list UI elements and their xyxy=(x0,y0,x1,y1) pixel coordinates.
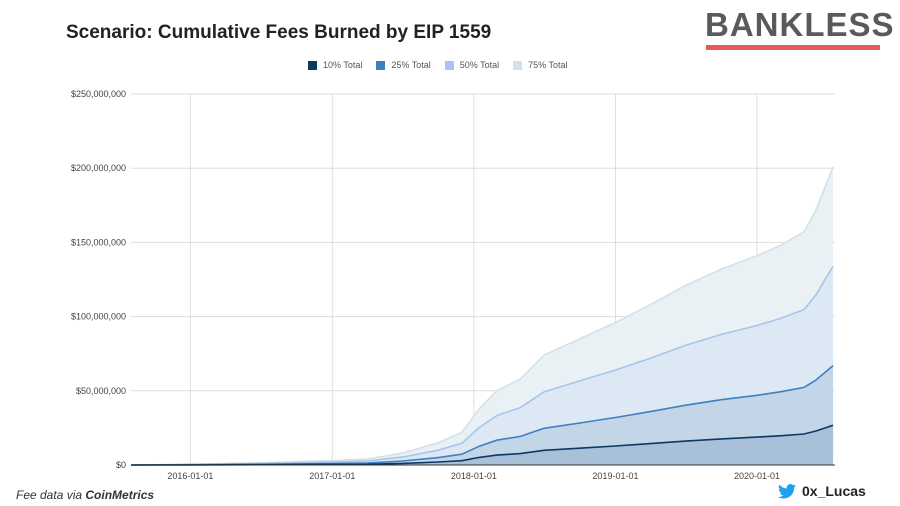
x-tick-label: 2016-01-01 xyxy=(167,471,213,481)
y-tick-label: $150,000,000 xyxy=(71,237,126,247)
legend-swatch xyxy=(308,60,317,70)
bankless-logo: BANKLESS xyxy=(705,6,895,43)
legend-item: 25% Total xyxy=(376,60,431,70)
x-tick-label: 2020-01-01 xyxy=(734,471,780,481)
legend-label: 25% Total xyxy=(391,60,431,70)
legend-item: 50% Total xyxy=(444,60,500,70)
area-10-total xyxy=(131,425,834,465)
y-tick-label: $0 xyxy=(116,460,126,470)
legend-item: 75% Total xyxy=(513,60,568,70)
legend: 10% Total 25% Total 50% Total 75% Total xyxy=(308,60,568,70)
y-tick-label: $100,000,000 xyxy=(71,312,126,322)
logo-underline xyxy=(706,45,880,50)
line-10-total xyxy=(130,424,834,466)
twitter-handle: 0x_Lucas xyxy=(802,483,866,499)
legend-item: 10% Total xyxy=(308,60,362,70)
source-prefix: Fee data via xyxy=(16,488,83,502)
y-tick-label: $200,000,000 xyxy=(71,163,126,173)
legend-label: 50% Total xyxy=(459,60,500,70)
legend-label: 75% Total xyxy=(528,60,568,70)
x-tick-label: 2017-01-01 xyxy=(309,471,355,481)
twitter-credit: 0x_Lucas xyxy=(778,483,866,499)
twitter-bird-icon xyxy=(778,483,796,499)
legend-label: 10% Total xyxy=(323,60,363,70)
x-tick-label: 2018-01-01 xyxy=(451,471,497,481)
line-25-total xyxy=(130,364,834,466)
chart-title: Scenario: Cumulative Fees Burned by EIP … xyxy=(66,22,492,43)
y-tick-label: $250,000,000 xyxy=(71,89,126,99)
legend-swatch xyxy=(444,60,454,70)
area-25-total xyxy=(131,365,834,465)
y-tick-label: $50,000,000 xyxy=(76,386,126,396)
source-note: Fee data via CoinMetrics xyxy=(16,488,154,502)
x-tick-label: 2019-01-01 xyxy=(592,471,638,481)
line-75-total xyxy=(130,166,834,466)
legend-swatch xyxy=(513,60,523,70)
legend-swatch xyxy=(376,60,386,70)
source-name: CoinMetrics xyxy=(85,488,155,502)
line-50-total xyxy=(130,265,834,466)
